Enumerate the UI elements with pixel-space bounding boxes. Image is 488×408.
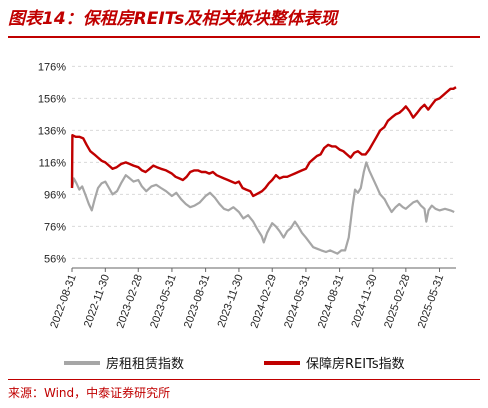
legend-label-1: 房租租赁指数 (106, 356, 184, 372)
legend-label-2: 保障房REITs指数 (306, 356, 405, 372)
x-tick-label: 2024-02-29 (249, 273, 280, 330)
source-note: 来源：Wind，中泰证券研究所 (8, 386, 171, 400)
y-axis: 56% 76% 96% 116% 136% 156% 176% (38, 61, 66, 265)
x-tick-label: 2022-11-30 (82, 273, 112, 329)
x-tick-label: 2024-11-30 (349, 273, 379, 329)
y-tick-label: 136% (38, 125, 66, 137)
x-tick-label: 2024-05-31 (282, 273, 313, 330)
x-tick-label: 2023-11-30 (216, 273, 246, 329)
y-tick-label: 176% (38, 61, 66, 73)
chart-series (70, 86, 457, 255)
y-tick-label: 76% (44, 221, 66, 233)
series-line-2 (70, 86, 457, 198)
y-tick-label: 56% (44, 253, 66, 265)
x-tick-label: 2023-02-28 (115, 273, 146, 330)
line-chart: 56% 76% 96% 116% 136% 156% 176% 2022-08-31 2022… (38, 61, 457, 372)
y-tick-label: 96% (44, 189, 66, 201)
source-divider (8, 379, 480, 380)
x-tick-label: 2024-08-31 (316, 273, 347, 330)
x-axis: 2022-08-31 2022-11-30 2023-02-28 2023-05-31… (48, 268, 446, 330)
title-divider (8, 36, 480, 38)
x-tick-label: 2022-08-31 (48, 273, 79, 330)
x-tick-label: 2023-05-31 (148, 273, 179, 330)
chart-legend: 房租租赁指数 保障房REITs指数 (64, 356, 405, 372)
series-line-1 (70, 161, 455, 255)
chart-gridlines (72, 65, 456, 259)
y-tick-label: 116% (39, 157, 67, 169)
page-title: 图表14：保租房REITs及相关板块整体表现 (8, 9, 338, 29)
x-tick-label: 2025-02-28 (382, 273, 413, 330)
y-tick-label: 156% (38, 93, 66, 105)
x-tick-label: 2025-05-31 (416, 273, 447, 330)
x-tick-label: 2023-08-31 (182, 273, 213, 330)
